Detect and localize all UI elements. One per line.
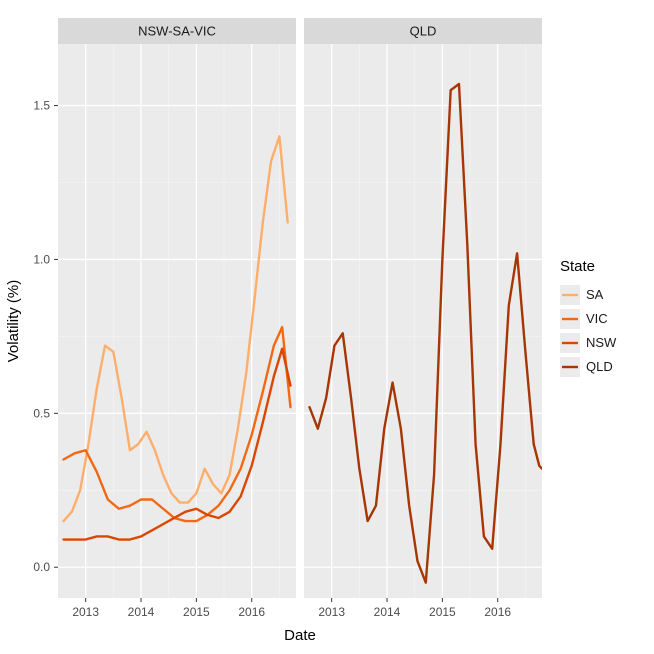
x-tick-label: 2015 [429, 605, 456, 619]
x-tick-label: 2014 [128, 605, 155, 619]
x-tick-label: 2016 [238, 605, 265, 619]
panel-bg [58, 44, 296, 598]
y-axis-title: Volatility (%) [5, 280, 22, 363]
legend-label: VIC [586, 311, 608, 326]
x-axis-title: Date [284, 627, 316, 644]
chart-svg: NSW-SA-VIC 2013 2014 2015 2016 QLD 2013 2014 201… [0, 0, 654, 654]
facet-label: QLD [410, 24, 437, 39]
volatility-faceted-line-chart: { "chart": { "type": "line", "width": 65… [0, 0, 654, 654]
facet-label: NSW-SA-VIC [138, 24, 216, 39]
y-tick-label: 1.5 [33, 99, 50, 113]
y-tick-label: 0.5 [33, 406, 50, 420]
x-tick-label: 2014 [374, 605, 401, 619]
legend-label: NSW [586, 335, 617, 350]
x-tick-label: 2013 [72, 605, 99, 619]
x-tick-label: 2016 [484, 605, 511, 619]
legend-label: SA [586, 287, 604, 302]
y-tick-label: 0.0 [33, 560, 50, 574]
x-tick-label: 2013 [318, 605, 345, 619]
y-tick-label: 1.0 [33, 252, 50, 266]
legend-title: State [560, 258, 595, 275]
panel-bg [304, 44, 542, 598]
legend-label: QLD [586, 359, 613, 374]
x-tick-label: 2015 [183, 605, 210, 619]
